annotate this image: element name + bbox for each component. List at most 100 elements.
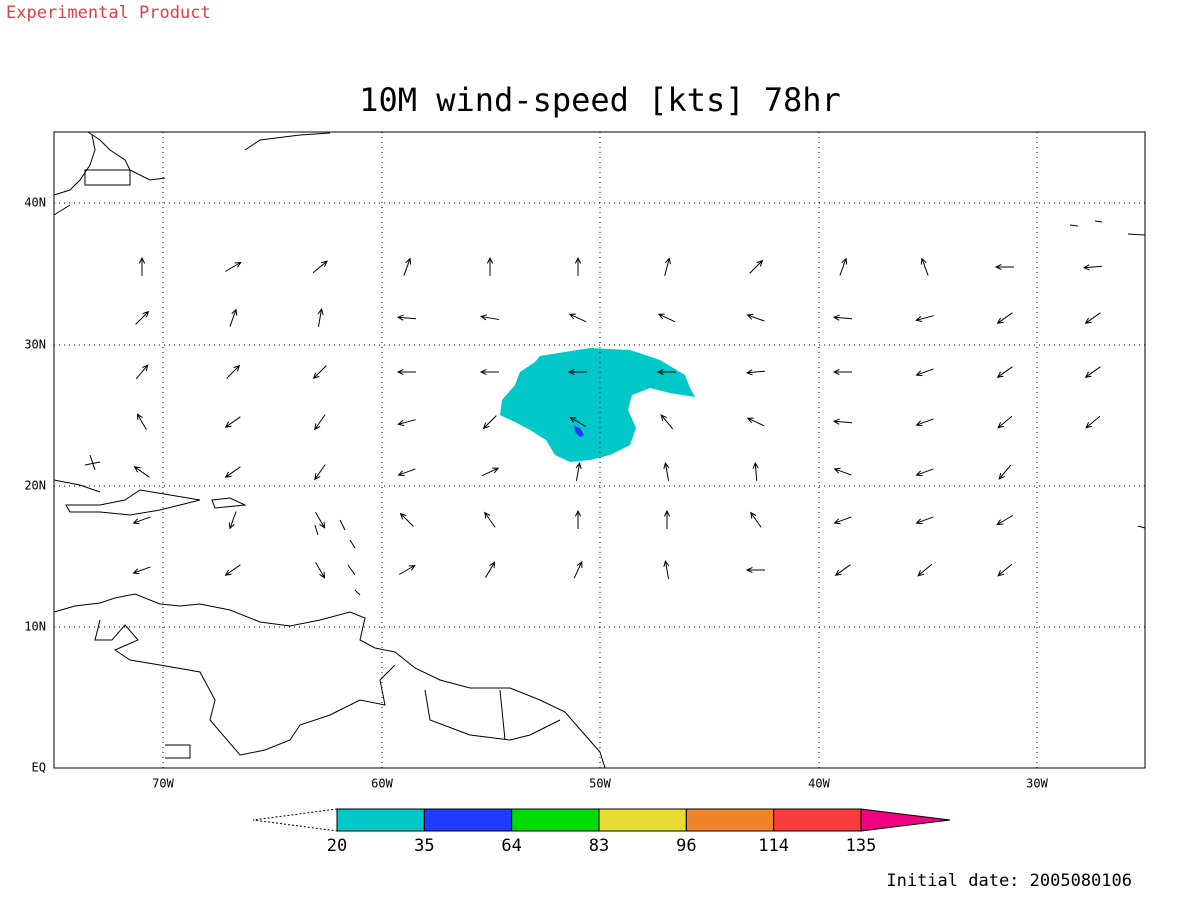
colorbar-box [685, 808, 775, 832]
wind-arrow [1084, 366, 1101, 378]
wind-arrow [574, 256, 582, 276]
wind-arrow [132, 516, 151, 525]
wind-arrow [996, 515, 1014, 526]
wind-arrow [1085, 415, 1101, 429]
wind-arrow [486, 256, 494, 276]
wind-arrow [749, 259, 764, 274]
coastline [94, 619, 561, 759]
lat-label: 40N [24, 196, 46, 210]
wind-arrow [317, 308, 324, 327]
colorbar-upper-extension [860, 808, 951, 832]
wind-arrow [573, 560, 583, 579]
wind-arrow [403, 257, 412, 276]
wind-speed-area [500, 348, 695, 462]
wind-arrow [482, 415, 497, 430]
wind-arrow [397, 468, 416, 477]
wind-arrow [915, 315, 934, 322]
wind-arrow [917, 563, 933, 577]
colorbar-box [598, 808, 687, 832]
lat-label: 30N [24, 338, 46, 352]
lat-label: 10N [24, 620, 46, 634]
wind-arrow [915, 516, 934, 525]
wind-arrow [920, 257, 929, 276]
colorbar-label: 135 [846, 836, 877, 856]
wind-arrow [832, 314, 853, 321]
wind-arrow [224, 261, 242, 272]
coastline [53, 131, 331, 216]
wind-arrow [479, 368, 499, 376]
colorbar-label: 35 [414, 836, 434, 856]
product-label: Experimental Product [6, 3, 211, 23]
wind-arrow [663, 462, 670, 481]
initial-date: Initial date: 2005080106 [886, 871, 1132, 891]
wind-arrow [314, 464, 326, 481]
colorbar-label: 20 [327, 836, 347, 856]
lon-label: 60W [371, 777, 393, 791]
wind-arrow [656, 368, 676, 376]
wind-arrow [138, 256, 146, 276]
wind-arrow [396, 368, 416, 376]
wind-speed-area [574, 426, 584, 437]
wind-arrow [133, 466, 150, 478]
wind-arrow [839, 257, 848, 276]
wind-arrow [664, 257, 671, 276]
wind-arrow [575, 462, 582, 481]
coastline [314, 220, 1146, 596]
lon-label: 40W [808, 777, 830, 791]
wind-arrow [569, 416, 587, 427]
wind-arrow [997, 415, 1013, 429]
colorbar [252, 808, 951, 832]
wind-arrow [228, 511, 237, 530]
wind-arrow [832, 368, 852, 376]
wind-arrow [1082, 264, 1103, 271]
wind-arrow [745, 369, 766, 376]
coastline [53, 593, 606, 769]
wind-arrow [833, 467, 852, 476]
lat-label: 20N [24, 479, 46, 493]
wind-arrow [312, 260, 328, 274]
wind-arrow [226, 364, 241, 379]
wind-arrow [994, 263, 1014, 271]
wind-arrow [224, 416, 241, 428]
colorbar-label: 83 [589, 836, 609, 856]
wind-arrow [915, 418, 934, 427]
wind-arrow [750, 511, 762, 528]
wind-arrow [915, 368, 934, 377]
wind-arrow [833, 516, 852, 525]
map-title: 10M wind-speed [kts] 78hr [359, 81, 841, 119]
wind-arrow [997, 563, 1013, 577]
wind-arrow [136, 413, 147, 431]
wind-arrow [224, 466, 241, 478]
wind-arrow [657, 313, 676, 323]
wind-arrow [397, 419, 416, 426]
map-frame [53, 131, 1146, 769]
wind-arrow [746, 417, 765, 427]
wind-arrow [574, 509, 582, 529]
wind-arrow [832, 418, 853, 425]
wind-arrow [745, 566, 765, 574]
wind-arrow [752, 461, 759, 482]
lat-label: EQ [32, 761, 46, 775]
wind-arrow [399, 512, 414, 527]
wind-arrow [135, 310, 150, 325]
wind-arrow [746, 313, 765, 322]
colorbar-lower-extension [252, 808, 338, 832]
wind-arrow [663, 509, 671, 529]
colorbar-label: 64 [501, 836, 521, 856]
map-area [53, 131, 1146, 769]
wind-arrow [480, 314, 499, 321]
wind-arrow [396, 314, 417, 321]
colorbar-label: 114 [758, 836, 789, 856]
wind-arrow [485, 561, 496, 579]
wind-arrow [567, 368, 587, 376]
colorbar-label: 96 [676, 836, 696, 856]
wind-arrow [229, 308, 238, 327]
wind-arrow [998, 464, 1012, 480]
colorbar-box [423, 808, 513, 832]
wind-arrow [135, 364, 149, 380]
wind-arrow [315, 511, 326, 529]
wind-arrow [312, 365, 327, 380]
lon-label: 30W [1026, 777, 1048, 791]
colorbar-box [773, 808, 862, 832]
